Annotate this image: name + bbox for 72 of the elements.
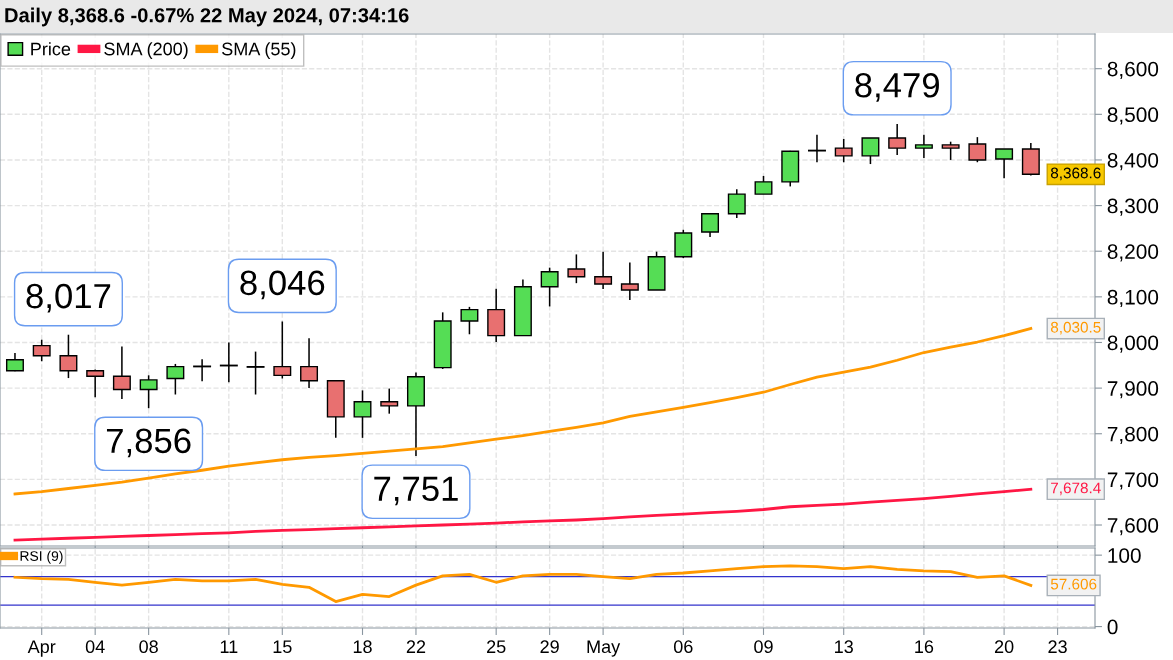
candlestick [86,368,105,399]
y-tick-label: 7,900 [1107,381,1159,399]
candlestick [754,175,773,195]
y-tick-label: 7,700 [1107,472,1159,490]
legend-label: Price [31,42,71,56]
x-tick-label: 25 [487,640,506,654]
x-tick-label: 16 [915,640,934,654]
candlestick [914,134,933,159]
y-tick-label: 7,800 [1107,426,1159,444]
candlestick [674,228,693,259]
x-tick-label: Apr [27,640,56,657]
data-label: 57.606 [1050,578,1097,590]
y-tick-label: 8,600 [1107,61,1159,79]
annotation: 7,751 [374,476,458,506]
candlestick [112,345,131,400]
candlestick [32,338,51,362]
candlestick [594,250,613,290]
candlestick [701,213,720,238]
y-tick-label: 8,300 [1107,198,1159,216]
candlestick [59,333,78,379]
text: 8,368.6 [1050,167,1101,181]
candlestick [727,188,746,219]
x-tick-label: 29 [540,640,559,654]
annotation: 8,479 [855,73,939,102]
y-tick-label: 0 [1107,619,1118,635]
x-tick-label: 20 [994,640,1014,654]
candlestick [300,337,319,389]
x-tick-label: 06 [673,640,693,654]
candlestick [834,138,853,163]
x-tick-label: 11 [220,640,238,653]
candlestick [888,123,907,156]
annotation: 8,046 [240,270,325,300]
y-tick-label: 100 [1108,548,1141,563]
y-tick-label: 7,600 [1107,518,1159,536]
candlestick [995,148,1014,179]
x-tick-label: 22 [406,640,426,653]
data-label: 7,678.4 [1051,482,1101,496]
line-series [13,564,1033,603]
candlestick [353,389,372,439]
annotation: 8,017 [26,283,111,313]
legend-label: SMA (200) [104,42,188,59]
candlestick [620,261,639,301]
candlestick [567,253,586,284]
candlestick [540,266,559,308]
y-tick-label: 8,000 [1107,335,1159,353]
x-tick-label: 18 [353,640,372,654]
candlestick [460,306,479,336]
legend-label: SMA (55) [222,42,296,59]
x-tick-label: 15 [273,640,292,654]
candlestick [166,363,185,396]
y-tick-label: 8,100 [1107,289,1159,308]
legend-label: RSI (9) [20,550,63,564]
candlestick [941,140,960,161]
candlestick [139,374,158,409]
x-tick-label: 09 [754,640,773,654]
data-label: 8,030.5 [1050,321,1101,335]
chart-title: Daily 8,368.6 -0.67% 22 May 2024, 07:34:16 [5,7,409,27]
y-tick-label: 8,500 [1107,107,1159,125]
candlestick [861,137,880,165]
annotation: 7,856 [106,428,191,458]
candlestick [380,387,399,415]
candlestick [807,134,826,163]
candlestick [273,320,292,380]
x-tick-label: 13 [835,640,853,654]
candlestick [968,136,987,163]
x-tick-label: 23 [1048,640,1067,654]
x-tick-label: May [587,640,621,657]
candlestick [246,350,265,396]
x-tick-label: 04 [85,640,105,654]
y-tick-label: 8,400 [1107,152,1159,171]
y-tick-label: 8,200 [1107,244,1159,262]
x-tick-label: 08 [139,640,158,654]
